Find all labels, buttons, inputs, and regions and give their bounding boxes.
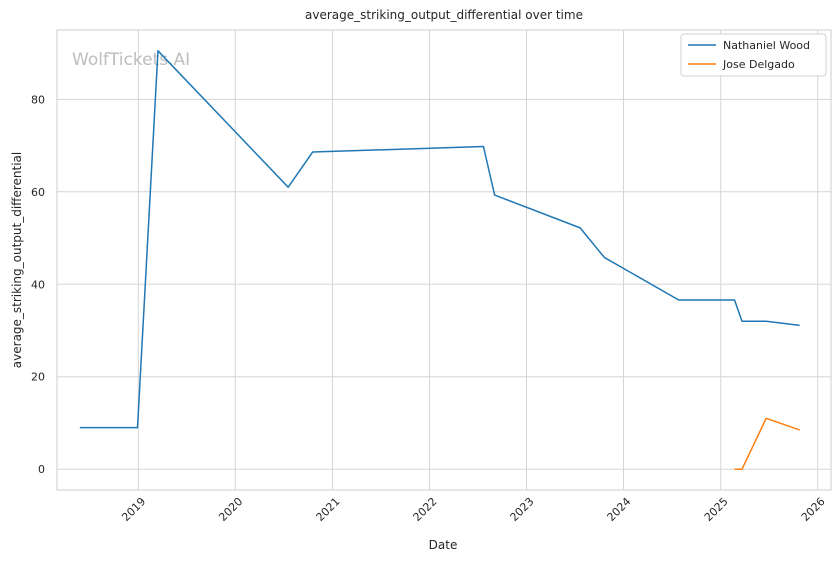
plot-area <box>56 29 832 491</box>
legend-box <box>680 33 827 77</box>
x-axis-label: Date <box>429 538 458 552</box>
y-tick-label-60: 60 <box>31 186 45 199</box>
legend: Nathaniel Wood Jose Delgado <box>680 33 827 77</box>
y-tick-label-80: 80 <box>31 93 45 106</box>
legend-label-nathaniel-wood: Nathaniel Wood <box>723 39 810 52</box>
series-line-nathaniel-wood <box>79 50 800 429</box>
grid-lines <box>57 30 831 490</box>
series-lines <box>79 50 800 470</box>
chart-title: average_striking_output_differential ove… <box>305 8 583 22</box>
watermark-text: WolfTickets.AI <box>72 50 190 70</box>
y-tick-label-20: 20 <box>31 371 45 384</box>
legend-label-jose-delgado: Jose Delgado <box>722 58 795 71</box>
y-tick-label-0: 0 <box>38 463 45 476</box>
y-axis-label: average_striking_output_differential <box>10 152 24 368</box>
series-line-jose-delgado <box>734 417 800 470</box>
y-tick-label-40: 40 <box>31 278 45 291</box>
